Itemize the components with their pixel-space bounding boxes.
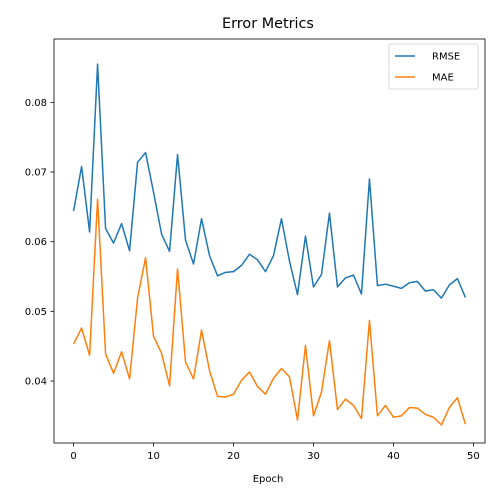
y-tick-label: 0.05 xyxy=(25,307,47,318)
legend: RMSE MAE xyxy=(388,43,479,90)
y-tick-label: 0.08 xyxy=(25,98,47,109)
x-tick-label: 30 xyxy=(307,451,320,462)
series-line-rmse xyxy=(72,63,467,299)
series-layer xyxy=(72,63,467,426)
plot-background xyxy=(54,39,485,443)
x-tick-label: 20 xyxy=(227,451,240,462)
y-tick-label: 0.07 xyxy=(25,168,47,179)
plot-area xyxy=(53,38,486,444)
x-tick-label: 50 xyxy=(467,451,480,462)
x-axis-label: Epoch xyxy=(253,474,284,485)
chart-title: Error Metrics xyxy=(222,16,314,32)
x-tick-label: 10 xyxy=(147,451,160,462)
legend-label-mae: MAE xyxy=(432,73,454,84)
y-tick-label: 0.04 xyxy=(25,377,47,388)
x-tick-label: 40 xyxy=(387,451,400,462)
x-axis: 0 10 20 30 40 50 xyxy=(70,443,480,462)
y-tick-label: 0.06 xyxy=(25,237,47,248)
series-line-mae xyxy=(72,198,467,426)
y-axis: 0.04 0.05 0.06 0.07 0.08 xyxy=(25,98,54,388)
plot-frame xyxy=(53,38,486,444)
x-tick-label: 0 xyxy=(70,451,76,462)
legend-label-rmse: RMSE xyxy=(432,52,460,63)
